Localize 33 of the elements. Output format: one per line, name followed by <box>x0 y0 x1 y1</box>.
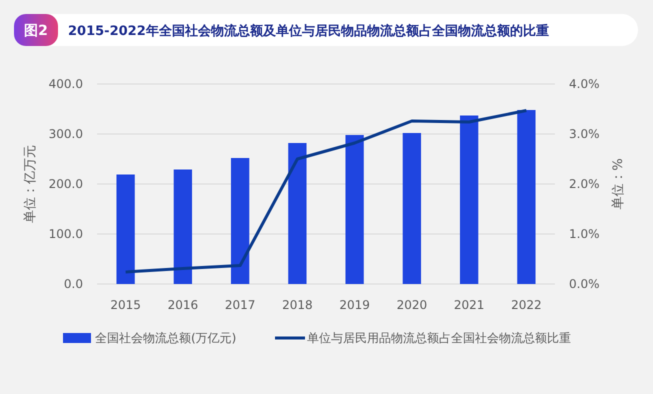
y2-axis-title: 单位：% <box>611 158 626 210</box>
y2-tick-label: 2.0% <box>569 177 600 192</box>
y-tick-label: 400.0 <box>48 77 83 92</box>
x-tick-label: 2019 <box>339 298 370 312</box>
bar <box>174 170 192 284</box>
y-tick-label: 100.0 <box>48 227 83 242</box>
bar <box>116 174 135 284</box>
y2-tick-label: 3.0% <box>569 127 600 142</box>
chart-title: 2015-2022年全国社会物流总额及单位与居民物品物流总额占全国物流总额的比重 <box>68 23 549 39</box>
y2-tick-label: 0.0% <box>569 277 600 292</box>
bar <box>517 110 536 284</box>
x-tick-label: 2020 <box>396 298 428 312</box>
y-axis-title: 单位：亿万元 <box>23 145 38 223</box>
x-tick-label: 2017 <box>224 298 256 312</box>
x-tick-label: 2016 <box>168 298 198 312</box>
legend-label: 全国社会物流总额(万亿元) <box>95 331 236 346</box>
caption: 图2 <box>24 23 48 39</box>
line-series <box>124 109 528 274</box>
x-tick-label: 2022 <box>511 298 542 312</box>
y2-tick-label: 1.0% <box>569 227 600 242</box>
y2-tick-label: 4.0% <box>569 77 600 92</box>
legend-label: 单位与居民用品物流总额占全国社会物流总额比重 <box>307 331 571 346</box>
y-tick-label: 0.0 <box>64 277 83 292</box>
x-tick-label: 2015 <box>110 298 141 312</box>
bar <box>460 116 478 284</box>
bar <box>402 133 422 284</box>
x-tick-label: 2018 <box>282 298 313 312</box>
x-tick-label: 2021 <box>454 298 484 312</box>
bar <box>288 143 307 284</box>
bar <box>345 135 364 284</box>
y-tick-label: 300.0 <box>48 127 83 142</box>
y-tick-label: 200.0 <box>48 177 83 192</box>
bar <box>230 158 250 284</box>
